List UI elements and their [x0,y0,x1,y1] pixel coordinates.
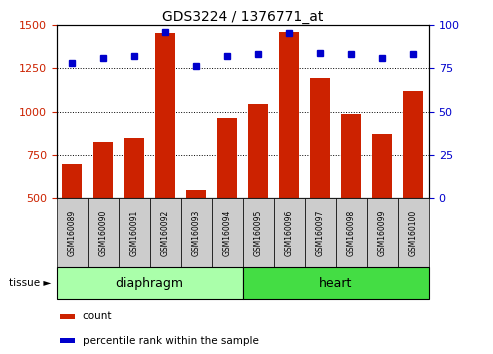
Text: heart: heart [319,277,352,290]
Bar [88,198,119,267]
Bar [181,198,212,267]
Text: GSM160094: GSM160094 [223,210,232,256]
Bar [248,104,268,198]
Text: tissue ►: tissue ► [9,278,52,288]
Text: GSM160095: GSM160095 [254,210,263,256]
Text: GSM160093: GSM160093 [192,210,201,256]
Bar [243,267,429,299]
Bar [310,78,330,198]
Bar [212,198,243,267]
Text: GSM160096: GSM160096 [285,210,294,256]
Bar [336,198,367,267]
Bar [305,198,336,267]
Text: GSM160100: GSM160100 [409,210,418,256]
Bar [57,267,243,299]
Bar [61,314,75,319]
Bar [155,33,176,198]
Bar [398,198,429,267]
Bar [279,32,299,198]
Bar [124,137,144,198]
Bar [186,190,207,198]
Text: GSM160099: GSM160099 [378,210,387,256]
Bar [367,198,398,267]
Text: GSM160098: GSM160098 [347,210,356,256]
Text: count: count [83,311,112,321]
Text: GSM160092: GSM160092 [161,210,170,256]
Text: GSM160090: GSM160090 [99,210,108,256]
Bar [62,164,82,198]
Bar [93,142,113,198]
Text: percentile rank within the sample: percentile rank within the sample [83,336,259,346]
Bar [372,134,392,198]
Bar [274,198,305,267]
Bar [61,338,75,343]
Bar [341,114,361,198]
Bar [403,91,423,198]
Bar [217,119,237,198]
Title: GDS3224 / 1376771_at: GDS3224 / 1376771_at [162,10,323,24]
Text: GSM160091: GSM160091 [130,210,139,256]
Text: GSM160097: GSM160097 [316,210,325,256]
Bar [57,198,88,267]
Bar [150,198,181,267]
Bar [243,198,274,267]
Bar [119,198,150,267]
Text: diaphragm: diaphragm [116,277,184,290]
Text: GSM160089: GSM160089 [68,210,77,256]
